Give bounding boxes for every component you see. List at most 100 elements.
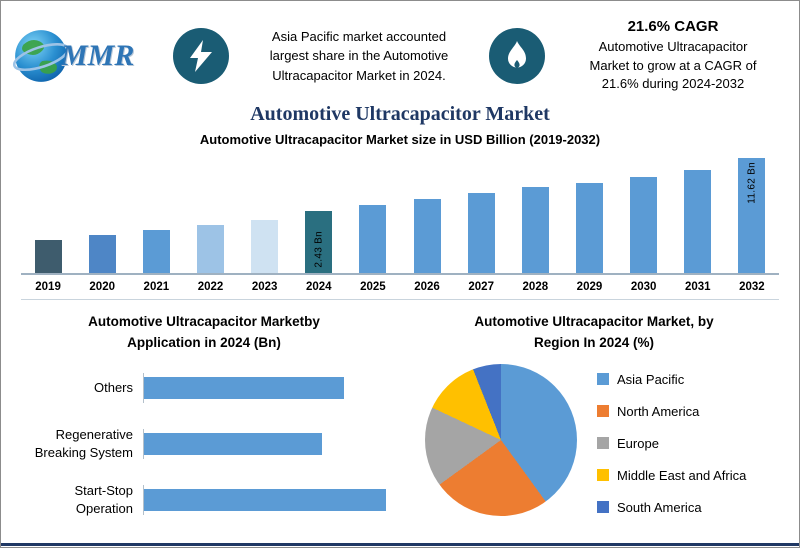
application-bar xyxy=(144,488,386,511)
x-axis-label: 2032 xyxy=(739,281,765,293)
application-row: Start-Stop Operation xyxy=(15,480,393,520)
bar-slot-2027 xyxy=(454,155,508,273)
application-category-label: Regenerative Breaking System xyxy=(15,426,143,462)
highlight-line: Ultracapacitor Market in 2024. xyxy=(272,67,446,83)
x-axis-label: 2025 xyxy=(360,281,386,293)
bar-slot-2024: 2.43 Bn xyxy=(292,155,346,273)
region-title-line: Automotive Ultracapacitor Market, by xyxy=(474,314,714,329)
application-bar xyxy=(144,432,322,455)
cagr-line: Market to grow at a CAGR of xyxy=(589,57,757,73)
application-label-line: Operation xyxy=(75,500,133,516)
highlight-text: Asia Pacific market accounted largest sh… xyxy=(243,27,475,86)
globe-logo-icon xyxy=(12,30,70,82)
bar-slot-2021 xyxy=(129,155,183,273)
bar-value-label: 2.43 Bn xyxy=(313,231,325,268)
cagr-line: Automotive Ultracapacitor xyxy=(598,38,748,54)
cagr-title: 21.6% CAGR xyxy=(627,17,719,35)
bar-slot-2023 xyxy=(238,155,292,273)
legend-item: Asia Pacific xyxy=(597,372,746,387)
bar-slot-2029 xyxy=(562,155,616,273)
bar-slot-2019 xyxy=(21,155,75,273)
highlight-line: Asia Pacific market accounted xyxy=(271,28,447,44)
application-bar-cell xyxy=(143,372,393,403)
application-category-label: Start-Stop Operation xyxy=(15,482,143,518)
mmr-logo: MMR xyxy=(11,26,159,86)
x-axis-label: 2031 xyxy=(684,281,711,293)
x-axis-label: 2024 xyxy=(305,281,332,293)
x-axis-label: 2029 xyxy=(576,281,603,293)
application-bar-cell xyxy=(143,484,393,515)
x-axis-label: 2022 xyxy=(197,281,224,293)
page-title: Automotive Ultracapacitor Market xyxy=(250,103,550,125)
application-label-line: Regenerative xyxy=(55,426,133,442)
legend-label: South America xyxy=(617,499,702,515)
market-size-chart-title: Automotive Ultracapacitor Market size in… xyxy=(199,132,601,147)
region-chart: Automotive Ultracapacitor Market, by Reg… xyxy=(393,312,791,536)
application-chart: Automotive Ultracapacitor Marketby Appli… xyxy=(9,312,393,536)
bar-2025 xyxy=(359,205,387,273)
bar-2026 xyxy=(413,199,441,273)
x-axis-label: 2020 xyxy=(89,281,115,293)
bar-2027 xyxy=(467,193,495,273)
highlight-line: largest share in the Automotive xyxy=(269,48,449,64)
cagr-line: 21.6% during 2024-2032 xyxy=(601,76,745,92)
legend-swatch xyxy=(597,501,609,514)
x-axis-label: 2026 xyxy=(414,281,440,293)
bar-slot-2030 xyxy=(617,155,671,273)
x-axis-label: 2028 xyxy=(522,281,549,293)
bar-2031 xyxy=(684,170,712,273)
bar-2023 xyxy=(251,220,279,273)
legend-swatch xyxy=(597,405,609,418)
region-title-line: Region In 2024 (%) xyxy=(533,334,655,350)
bar-value-label: 11.62 Bn xyxy=(746,162,758,204)
bar-slot-2028 xyxy=(508,155,562,273)
bar-2022 xyxy=(196,225,224,273)
application-title-line: Application in 2024 (Bn) xyxy=(127,334,281,350)
legend-item: Middle East and Africa xyxy=(597,468,746,483)
region-pie-area: Asia Pacific North America Europe Middle Ea… xyxy=(397,363,791,532)
cagr-block: 21.6% CAGR Automotive Ultracapacitor Mar… xyxy=(559,18,787,95)
bottom-section: Automotive Ultracapacitor Marketby Appli… xyxy=(1,312,799,536)
application-title-line: Automotive Ultracapacitor Marketby xyxy=(88,314,320,329)
market-size-chart: Automotive Ultracapacitor Market size in… xyxy=(21,132,779,300)
application-chart-title: Automotive Ultracapacitor Marketby Appli… xyxy=(15,312,393,354)
application-label-line: Breaking System xyxy=(34,444,133,460)
bar-2029 xyxy=(575,183,603,273)
x-axis-label: 2030 xyxy=(630,281,657,293)
bottom-accent-rule xyxy=(1,543,799,546)
bar-slot-2022 xyxy=(183,155,237,273)
application-bar xyxy=(144,376,344,399)
bar-slot-2020 xyxy=(75,155,129,273)
application-label-line: Others xyxy=(93,379,133,395)
legend-item: Europe xyxy=(597,436,746,451)
logo-text: MMR xyxy=(61,39,135,72)
bar-slot-2032: 11.62 Bn xyxy=(725,155,779,273)
legend-label: Europe xyxy=(617,435,659,451)
market-size-plot: 2.43 Bn 11.62 Bn xyxy=(21,155,779,275)
lightning-icon xyxy=(173,28,229,84)
application-row: Others xyxy=(15,368,393,408)
legend-label: Asia Pacific xyxy=(617,371,685,387)
bar-2030 xyxy=(630,177,658,273)
legend-item: North America xyxy=(597,404,746,419)
x-axis-label: 2021 xyxy=(143,281,170,293)
bar-2024: 2.43 Bn xyxy=(305,211,333,273)
bar-slot-2031 xyxy=(671,155,725,273)
flame-icon xyxy=(489,28,545,84)
legend-swatch xyxy=(597,373,609,386)
legend-swatch xyxy=(597,469,609,482)
x-axis-label: 2023 xyxy=(251,281,278,293)
bar-slot-2025 xyxy=(346,155,400,273)
application-label-line: Start-Stop xyxy=(74,482,133,498)
legend-swatch xyxy=(597,437,609,450)
application-rows: Others Regenerative Breaking System Start-S… xyxy=(15,368,393,520)
x-axis-label: 2019 xyxy=(35,281,61,293)
bar-2028 xyxy=(521,187,549,273)
bar-2021 xyxy=(142,230,170,273)
legend-item: South America xyxy=(597,500,746,515)
x-axis-label: 2027 xyxy=(468,281,494,293)
region-pie xyxy=(425,363,577,516)
market-size-xaxis: 2019 2020 2021 2022 2023 2024 2025 2026 2027 2028… xyxy=(21,275,779,300)
application-bar-cell xyxy=(143,428,393,459)
